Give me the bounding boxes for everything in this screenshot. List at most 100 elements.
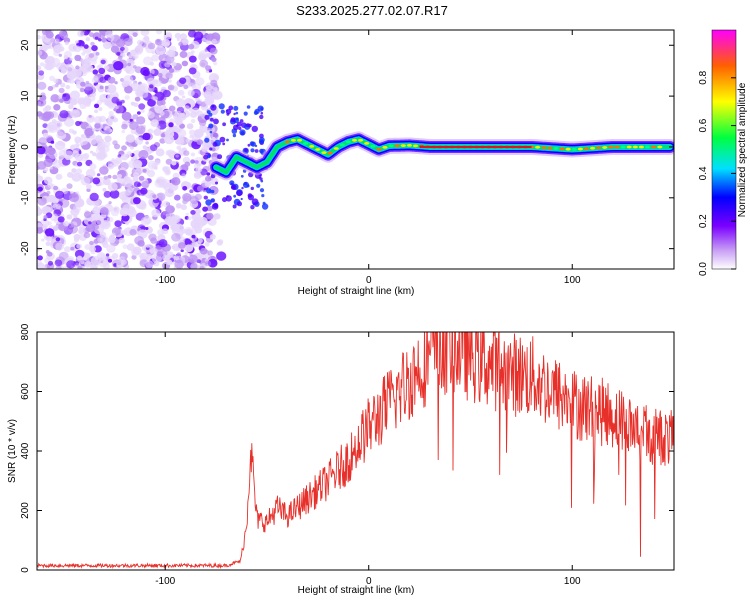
snr-ytick-label: 800 [20, 323, 31, 340]
noise-blob [75, 65, 80, 70]
transition-blob [210, 189, 215, 194]
noise-blob [85, 168, 96, 178]
noise-blob [176, 38, 181, 42]
transition-blob [210, 117, 214, 122]
ridge-core-mark [309, 145, 315, 148]
transition-blob [230, 184, 237, 190]
noise-blob [38, 137, 48, 146]
noise-blob [98, 38, 102, 42]
transition-blob [215, 181, 218, 185]
noise-blob [116, 101, 123, 107]
noise-blob [37, 255, 43, 261]
ridge-core-mark [596, 146, 602, 150]
noise-blob [171, 160, 177, 166]
heatmap-xtick-label: 100 [564, 275, 581, 286]
snr-ytick-label: 600 [20, 383, 31, 400]
noise-blob [105, 30, 113, 38]
transition-blob [250, 148, 255, 153]
noise-blob [37, 179, 40, 185]
noise-blob [107, 163, 114, 170]
colorbar-gradient [711, 29, 737, 270]
noise-blob [59, 98, 64, 103]
noise-blob [53, 38, 60, 44]
noise-blob [37, 65, 42, 71]
noise-blob [43, 176, 53, 185]
noise-blob [212, 90, 223, 100]
noise-blob [190, 152, 196, 157]
ridge-core-mark [632, 145, 638, 149]
noise-blob [89, 240, 94, 246]
noise-blob [213, 213, 221, 220]
ridge-core-mark [620, 145, 626, 149]
noise-blob [99, 85, 104, 90]
noise-blob [121, 229, 128, 236]
noise-blob [107, 76, 116, 84]
ridge-core-mark [370, 145, 376, 148]
noise-blob [57, 216, 65, 223]
noise-blob [155, 125, 161, 130]
noise-blob [207, 250, 213, 256]
heatmap-ylabel: Frequency (Hz) [7, 116, 18, 185]
noise-blob [55, 204, 61, 210]
noise-blob [191, 242, 198, 248]
noise-blob [124, 95, 130, 100]
noise-blob [211, 38, 217, 44]
noise-blob [73, 45, 82, 53]
noise-blob [103, 190, 112, 198]
ridge-core-mark [333, 147, 339, 150]
noise-blob [53, 104, 61, 111]
noise-blob [64, 246, 71, 253]
noise-blob [76, 243, 82, 249]
noise-blob [189, 111, 198, 118]
noise-blob [165, 205, 175, 214]
noise-blob [37, 30, 41, 33]
heatmap-ytick-label: 20 [20, 39, 31, 51]
noise-blob [84, 82, 94, 91]
transition-blob [261, 194, 265, 198]
noise-blob [126, 151, 133, 157]
noise-blob [139, 203, 147, 210]
noise-blob [125, 65, 135, 75]
noise-blob [80, 134, 85, 138]
noise-blob [107, 216, 114, 223]
transition-blob [226, 138, 229, 142]
noise-blob [99, 76, 107, 84]
ridge-core-mark [284, 140, 290, 144]
noise-blob [117, 154, 122, 158]
noise-blob [171, 233, 181, 242]
ridge-core-mark [339, 143, 345, 147]
noise-blob [168, 79, 172, 83]
ridge-core-mark [553, 147, 559, 150]
noise-blob [114, 81, 118, 85]
noise-blob [147, 98, 156, 107]
noise-blob [65, 85, 71, 90]
noise-blob [193, 31, 204, 41]
noise-blob [45, 241, 51, 246]
noise-blob [132, 176, 139, 182]
noise-blob [137, 182, 142, 187]
noise-blob [196, 139, 203, 146]
noise-blob [38, 70, 45, 76]
noise-blob [176, 128, 187, 138]
transition-blob [239, 119, 244, 123]
noise-blob [148, 233, 157, 242]
noise-blob [47, 260, 54, 266]
noise-blob [165, 150, 172, 156]
noise-blob [206, 205, 213, 212]
ridge-core-mark [290, 138, 296, 142]
noise-blob [80, 30, 86, 33]
colorbar-label: Normalized spectral amplitude [737, 82, 748, 217]
noise-blob [47, 147, 56, 155]
ridge-core-mark [412, 144, 419, 148]
noise-blob [116, 38, 126, 48]
noise-blob [116, 259, 125, 268]
noise-blob [112, 206, 120, 213]
noise-blob [121, 130, 125, 134]
noise-blob [74, 249, 85, 259]
noise-blob [70, 98, 78, 106]
noise-blob [121, 111, 132, 121]
noise-region [37, 30, 269, 269]
noise-blob [175, 139, 181, 145]
noise-blob [125, 221, 129, 225]
